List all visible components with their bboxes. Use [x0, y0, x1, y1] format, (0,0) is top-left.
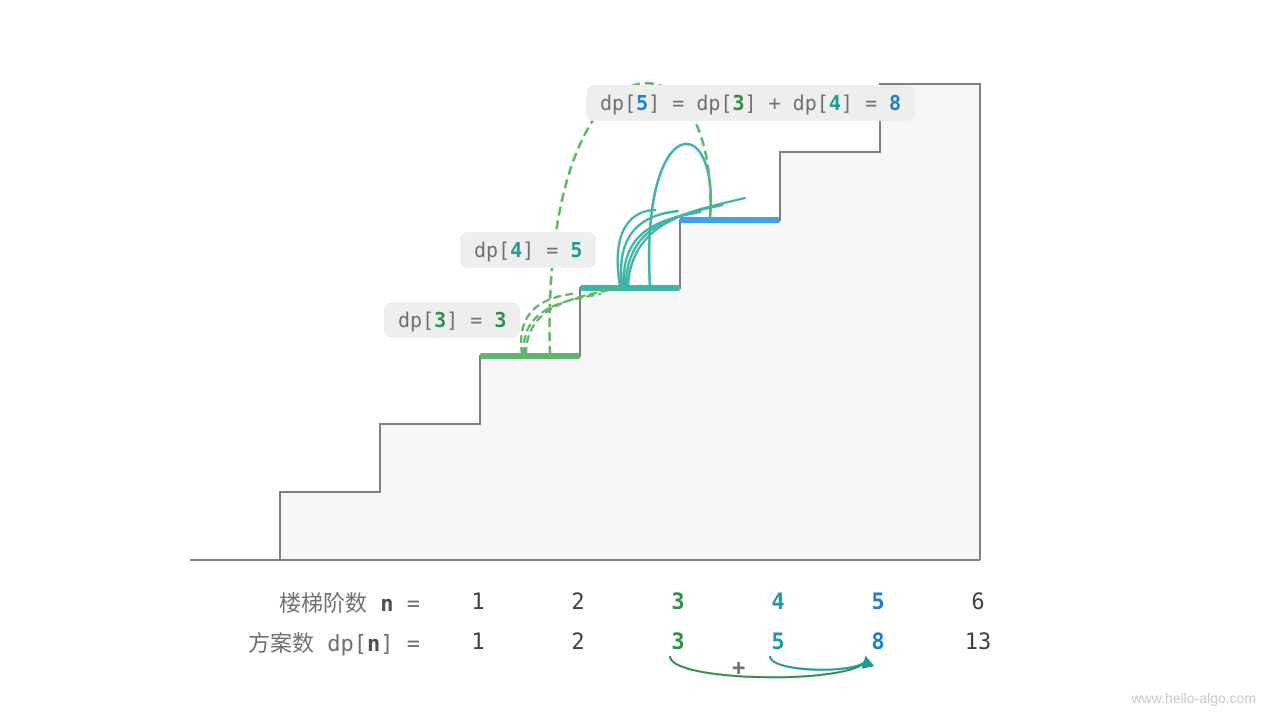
watermark: www.hello-algo.com [1132, 690, 1257, 706]
formula-dp4: dp[4] = 5 [460, 232, 596, 268]
formula-dp5: dp[5] = dp[3] + dp[4] = 8 [586, 85, 915, 121]
plus-sign: + [732, 656, 745, 681]
row-dp: 方案数 dp[n] =1235813 [160, 626, 1028, 658]
formula-dp3: dp[3] = 3 [384, 302, 520, 338]
row-n: 楼梯阶数 n =123456 [160, 586, 1028, 618]
